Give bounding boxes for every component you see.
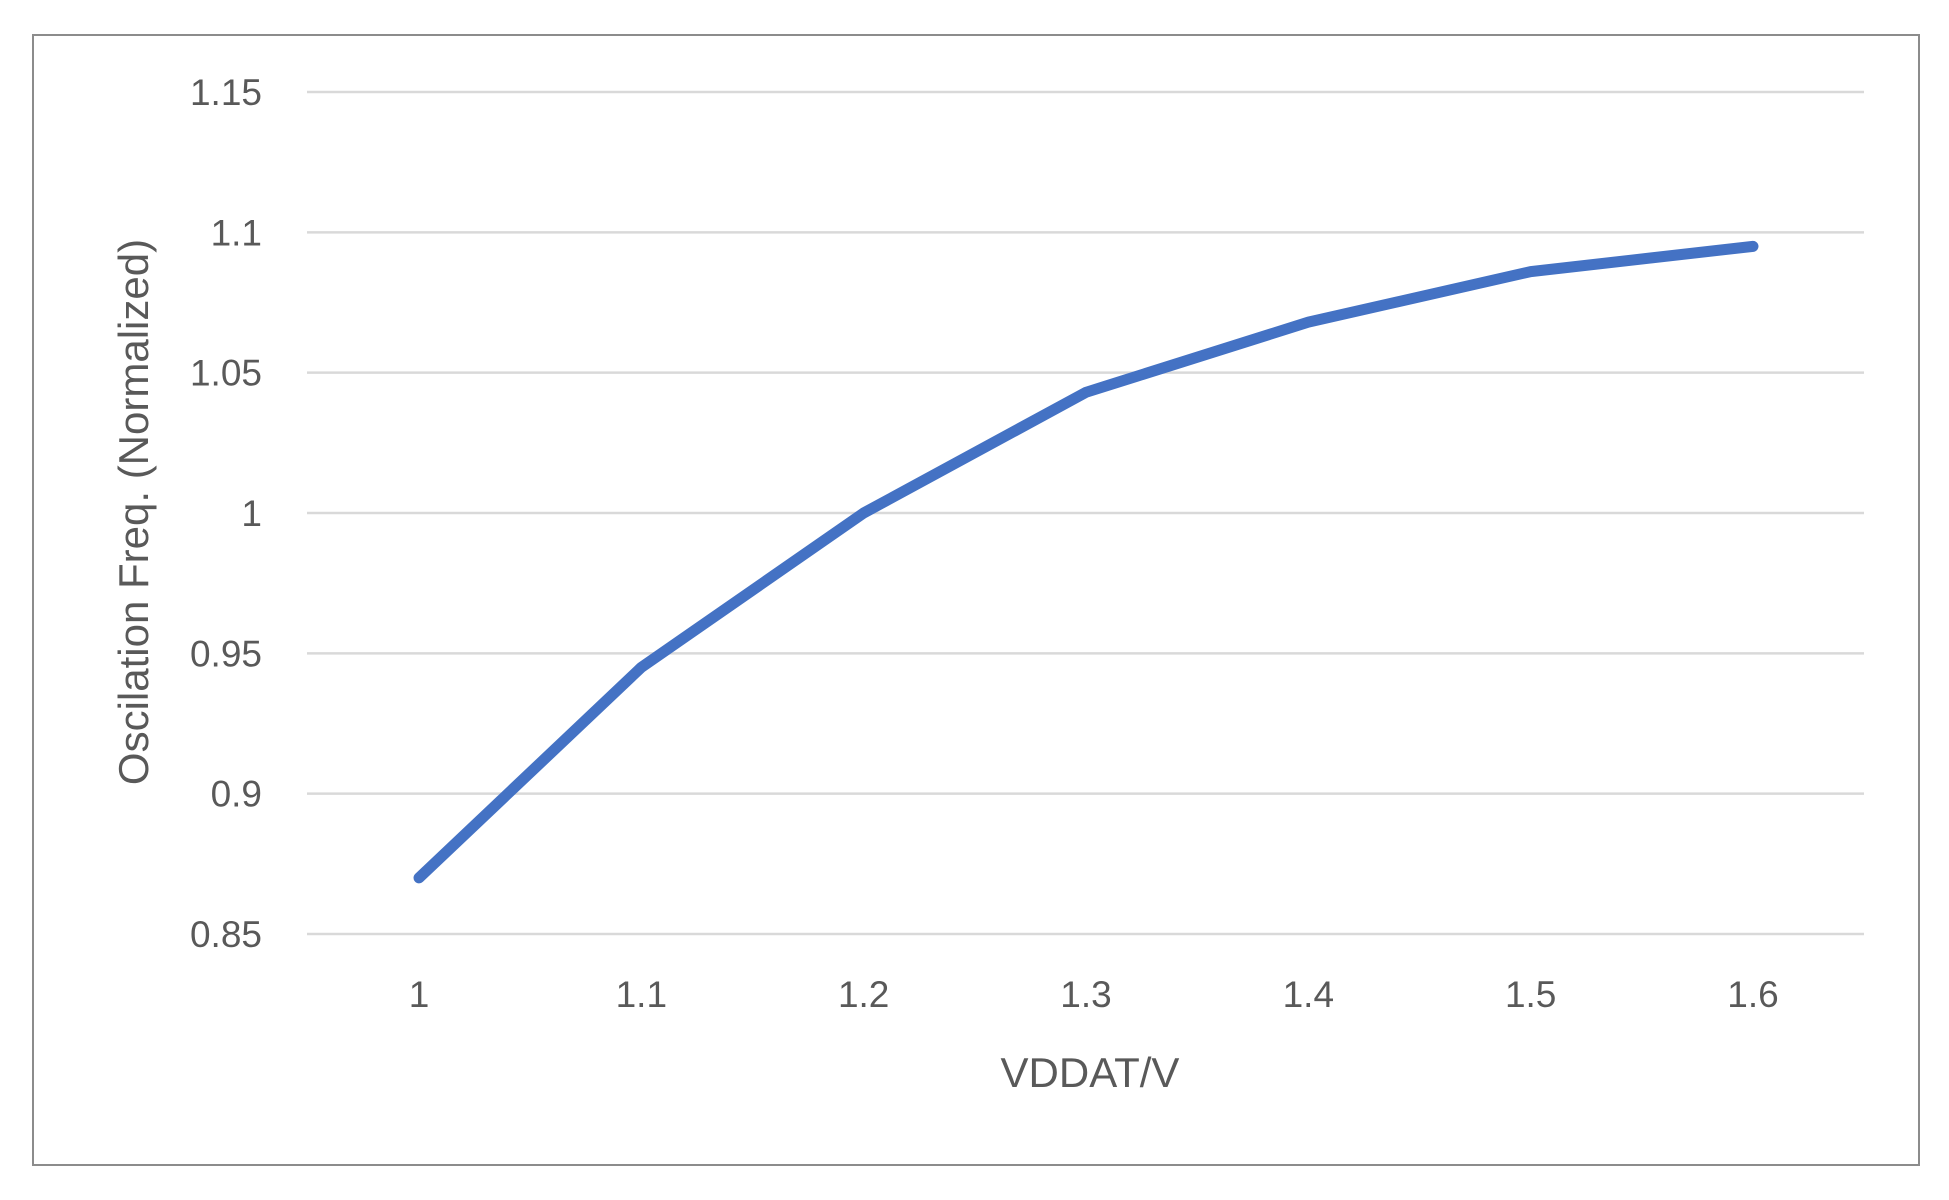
chart-frame: [32, 34, 1920, 1166]
x-tick-label: 1.6: [1727, 974, 1778, 1015]
series-layer: [413, 240, 1759, 884]
y-tick-label: 1.15: [190, 72, 262, 113]
gridlines: [307, 90, 1864, 936]
y-axis-title: Oscilation Freq. (Normalized): [110, 239, 157, 785]
y-tick-label: 0.85: [190, 914, 262, 955]
data-point: [1307, 321, 1310, 324]
data-point: [862, 512, 865, 514]
series-line: [413, 240, 1759, 884]
x-tick-label: 1.2: [838, 974, 889, 1015]
x-axis-title: VDDAT/V: [1001, 1049, 1180, 1096]
y-tick-label: 0.9: [211, 774, 262, 815]
data-point: [1529, 270, 1532, 273]
x-tick-label: 1.3: [1060, 974, 1111, 1015]
data-point: [418, 876, 420, 879]
y-tick-label: 1.05: [190, 353, 262, 394]
x-tick-label: 1.1: [616, 974, 667, 1015]
x-axis-ticks: 1 1.1 1.2 1.3 1.4 1.5 1.6: [409, 974, 1779, 1015]
y-axis-ticks: 0.85 0.9 0.95 1 1.05 1.1 1.15: [190, 72, 262, 955]
x-tick-label: 1.5: [1505, 974, 1556, 1015]
data-point: [1085, 391, 1087, 394]
x-tick-label: 1: [409, 974, 430, 1015]
y-tick-label: 1.1: [211, 212, 262, 253]
y-tick-label: 0.95: [190, 633, 262, 674]
data-point: [1752, 245, 1754, 248]
data-point: [640, 666, 643, 669]
y-tick-label: 1: [241, 493, 262, 534]
x-tick-label: 1.4: [1283, 974, 1334, 1015]
